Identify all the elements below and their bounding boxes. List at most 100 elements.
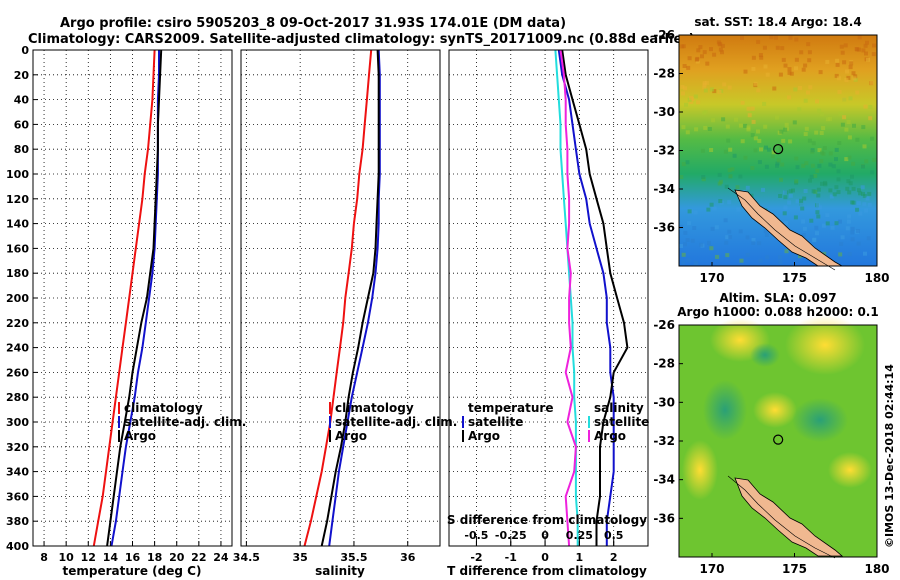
x-tick-label: 24 bbox=[213, 551, 229, 564]
sst-speckle bbox=[679, 175, 684, 179]
sst-speckle bbox=[735, 185, 740, 190]
sst-speckle bbox=[822, 146, 827, 151]
sst-speckle bbox=[775, 163, 779, 168]
sst-speckle bbox=[739, 258, 744, 263]
sst-speckle bbox=[857, 47, 861, 52]
sst-speckle bbox=[751, 66, 756, 71]
sst-speckle bbox=[782, 211, 787, 216]
sst-speckle bbox=[751, 240, 756, 245]
sst-speckle bbox=[861, 191, 865, 196]
sst-speckle bbox=[855, 207, 860, 212]
sst-speckle bbox=[817, 163, 822, 168]
sst-speckle bbox=[800, 202, 804, 207]
sst-speckle bbox=[728, 174, 733, 179]
sst-speckle bbox=[855, 90, 860, 95]
sst-speckle bbox=[699, 242, 704, 247]
x-tick-label: 14 bbox=[103, 551, 119, 564]
x-tick-label: 10 bbox=[59, 551, 75, 564]
sst-speckle bbox=[795, 165, 800, 170]
difference-grid bbox=[449, 49, 648, 547]
map-y-tick-label: -28 bbox=[653, 67, 675, 81]
top-tick-label: 0.5 bbox=[604, 529, 624, 542]
sst-speckle bbox=[756, 39, 761, 44]
top-tick-label: -0.5 bbox=[464, 529, 488, 542]
sst-speckle bbox=[845, 69, 849, 74]
sla-high-blob bbox=[785, 315, 865, 375]
sla-argo-marker bbox=[773, 434, 784, 445]
sst-speckle bbox=[765, 72, 770, 77]
sst-speckle bbox=[838, 219, 842, 224]
sla-map-title-1: Altim. SLA: 0.097 bbox=[719, 291, 836, 305]
sst-speckle bbox=[865, 40, 869, 45]
sst-speckle bbox=[803, 63, 808, 68]
sst-speckle bbox=[720, 50, 724, 55]
sst-speckle bbox=[716, 40, 721, 45]
sst-speckle bbox=[751, 238, 756, 242]
x-tick-label: 2 bbox=[610, 551, 618, 564]
map-y-tick-label: -36 bbox=[653, 221, 675, 235]
temperature-xlabel: temperature (deg C) bbox=[63, 564, 202, 578]
sst-speckle bbox=[724, 184, 729, 189]
sst-speckle bbox=[866, 236, 871, 241]
sst-speckle bbox=[820, 181, 824, 186]
sla-low-blob bbox=[703, 380, 747, 440]
sla-y-ticks: -26 -28 -30 -32 -34 -36 bbox=[653, 318, 683, 525]
sst-map-title: sat. SST: 18.4 Argo: 18.4 bbox=[694, 15, 861, 29]
sst-speckle bbox=[794, 156, 799, 161]
sst-speckle bbox=[778, 146, 783, 151]
sst-speckle bbox=[837, 141, 842, 145]
sst-speckle bbox=[695, 56, 700, 61]
sst-speckle bbox=[727, 229, 732, 234]
sst-speckle bbox=[828, 188, 833, 193]
sst-speckle bbox=[757, 160, 762, 165]
sst-speckle bbox=[850, 174, 854, 179]
sst-speckle bbox=[868, 104, 873, 109]
x-tick-label: 22 bbox=[191, 551, 206, 564]
sst-speckle bbox=[794, 179, 799, 184]
sst-speckle bbox=[789, 71, 794, 76]
sst-speckle bbox=[851, 200, 856, 205]
series-line-s-argo bbox=[559, 49, 577, 547]
sst-speckle bbox=[711, 118, 716, 123]
sst-speckle bbox=[835, 58, 840, 63]
sst-speckle bbox=[846, 120, 851, 124]
sst-speckle bbox=[818, 70, 823, 75]
sst-y-ticks: -26 -28 -30 -32 -34 -36 bbox=[653, 28, 683, 235]
sst-speckle bbox=[793, 87, 798, 92]
sst-speckle bbox=[723, 149, 728, 154]
temperature-lines bbox=[92, 49, 163, 547]
x-tick-label: 12 bbox=[81, 551, 96, 564]
sst-speckle bbox=[780, 46, 785, 51]
salinity-grid bbox=[241, 49, 440, 547]
sst-speckle bbox=[787, 70, 792, 75]
sst-speckle bbox=[804, 161, 809, 166]
series-line-argo bbox=[106, 49, 163, 547]
sst-speckle bbox=[727, 168, 732, 173]
sst-speckle bbox=[867, 202, 872, 207]
sst-speckle bbox=[787, 67, 792, 72]
sst-speckle bbox=[709, 246, 714, 251]
sst-speckle bbox=[756, 129, 760, 134]
sst-speckle bbox=[779, 177, 783, 182]
legend-label-argo: Argo bbox=[124, 429, 156, 443]
sst-speckle bbox=[776, 158, 781, 163]
sst-speckle bbox=[862, 144, 867, 149]
sst-map-panel: sat. SST: 18.4 Argo: 18.4 170 175 180 -26-… bbox=[653, 15, 889, 285]
sst-speckle bbox=[719, 179, 723, 184]
sst-speckle bbox=[820, 150, 824, 155]
sst-speckle bbox=[840, 122, 845, 127]
temperature-legend: climatology satellite-adj. clim. Argo bbox=[118, 401, 246, 443]
sst-speckle bbox=[852, 123, 856, 128]
sst-speckle bbox=[804, 126, 809, 131]
header-line-2: Climatology: CARS2009. Satellite-adjuste… bbox=[28, 32, 695, 47]
sst-speckle bbox=[816, 214, 821, 219]
legend-label-climatology: climatology bbox=[124, 401, 203, 415]
sst-speckle bbox=[681, 44, 686, 49]
sst-speckle bbox=[685, 238, 690, 242]
y-tick-label: 260 bbox=[6, 366, 29, 379]
sla-low-blob bbox=[750, 343, 780, 367]
sst-speckle bbox=[725, 253, 730, 258]
y-tick-label: 100 bbox=[6, 168, 29, 181]
sst-speckle bbox=[764, 233, 769, 237]
imos-watermark: ©IMOS 13-Dec-2018 02:44:14 bbox=[883, 364, 896, 548]
